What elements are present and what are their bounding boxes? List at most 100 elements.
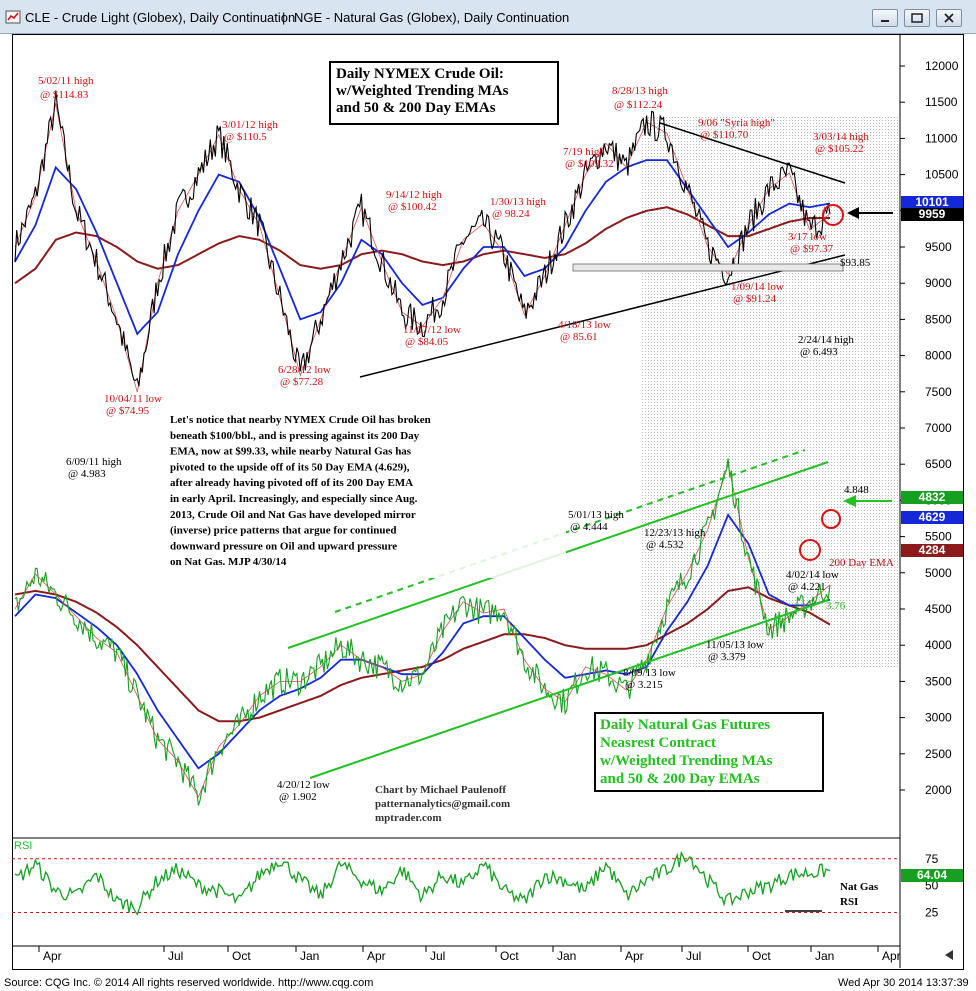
natgas-lower-channel — [309, 599, 829, 779]
crude-annotation-value: @ $105.22 — [815, 143, 864, 155]
y-tick-label: 8500 — [925, 312, 952, 326]
maximize-icon — [911, 13, 923, 23]
last-price-tag-label: 10101 — [915, 195, 949, 209]
natgas-annotation-value: @ 4.221 — [788, 581, 826, 593]
last-price-tag-label: 4629 — [919, 510, 946, 524]
y-tick-label: 11500 — [925, 95, 958, 109]
natgas-annotation-value: @ 3.215 — [625, 679, 663, 691]
commentary-line: downward pressure on Oil and upward pres… — [170, 540, 397, 552]
x-tick-label: Jul — [686, 949, 701, 963]
crude-annotation-value: @ $112.24 — [614, 99, 663, 111]
crude-title-box — [329, 61, 559, 125]
commentary-background — [168, 410, 566, 578]
crude-price-line — [14, 90, 831, 387]
crude-title-line: Daily NYMEX Crude Oil: — [336, 66, 504, 82]
crude-resistance-trendline — [659, 122, 846, 184]
natgas-annotation-value: @ 3.379 — [708, 651, 746, 663]
chart-frame — [12, 34, 964, 970]
x-tick-label: Apr — [367, 949, 386, 963]
rsi-y-tick-label: 25 — [925, 906, 939, 920]
timestamp-text: Wed Apr 30 2014 13:37:39 — [838, 977, 969, 989]
x-tick-label: Jul — [430, 949, 445, 963]
commentary-line: 2013, Crude Oil and Nat Gas have develop… — [170, 509, 416, 521]
close-button[interactable] — [936, 9, 962, 27]
y-tick-label: 12000 — [925, 59, 959, 73]
crude-annotation-label: 4/18/13 low — [558, 319, 611, 331]
crude-annotation-label: 10/04/11 low — [104, 393, 162, 405]
last-price-tag — [901, 511, 963, 524]
crude-annotation-value: @ $100.42 — [388, 201, 437, 213]
crude-annotation-value: @ $110.70 — [700, 129, 749, 141]
natgas-dashed-channel — [334, 449, 806, 613]
window-title-crude: CLE - Crude Light (Globex), Daily Contin… — [25, 10, 296, 25]
x-tick-label: Apr — [882, 949, 901, 963]
crude-annotation-value: @ $74.95 — [106, 405, 150, 417]
x-tick-label: Apr — [625, 949, 644, 963]
natgas-annotation-label: 6/09/11 high — [66, 456, 122, 468]
crude-annotation-value: @ $110.5 — [224, 131, 267, 143]
y-tick-label: 3500 — [925, 674, 952, 688]
last-price-tag-label: 9959 — [919, 207, 946, 221]
crude-annotation-value: @ $91.24 — [733, 293, 777, 305]
natgas-price-line — [14, 458, 831, 806]
natgas-annotation-value: @ 4.532 — [646, 539, 684, 551]
natgas-annotation-value: @ 1.902 — [279, 791, 317, 803]
window-title-natgas: NGE - Natural Gas (Globex), Daily Contin… — [294, 10, 570, 25]
close-icon — [944, 13, 954, 23]
credit-line: mptrader.com — [375, 812, 442, 824]
last-price-tag — [901, 544, 963, 557]
last-price-tag — [901, 196, 963, 209]
credit-line: Chart by Michael Paulenoff — [375, 784, 506, 796]
rsi-title: RSI — [14, 840, 32, 852]
crude-annotation-value: @ 98.24 — [492, 208, 530, 220]
x-tick-label: Jan — [815, 949, 834, 963]
minimize-button[interactable] — [872, 9, 898, 27]
rsi-side-label: RSI — [840, 896, 858, 908]
maximize-button[interactable] — [904, 9, 930, 27]
crude-annotation-label: 9/14/12 high — [386, 189, 442, 201]
crude-annotation-label: 1/09/14 low — [731, 281, 784, 293]
window-title-separator: | — [282, 10, 286, 25]
y-tick-label: 4000 — [925, 638, 952, 652]
natgas-annotation-label: 12/23/13 high — [644, 527, 706, 539]
rsi-side-label: Nat Gas — [840, 881, 879, 893]
y-tick-label: 2000 — [925, 783, 952, 797]
y-tick-label: 7500 — [925, 385, 952, 399]
crude-annotation-label: 7/19 high — [563, 146, 605, 158]
commentary-line: Let's notice that nearby NYMEX Crude Oil… — [170, 414, 431, 426]
natgas-annotation-label: 5/01/13 high — [568, 509, 624, 521]
crude-annotation-label: 1/30/13 high — [490, 196, 546, 208]
natgas-highlight-circle-upper — [821, 509, 841, 529]
y-tick-label: 3000 — [925, 711, 952, 725]
commentary-line: pivoted to the upside off of its 50 Day … — [170, 461, 410, 473]
rsi-y-tick-label: 50 — [925, 879, 939, 893]
crude-annotation-value: @ $114.83 — [40, 89, 89, 101]
y-tick-label: 4500 — [925, 602, 952, 616]
commentary-line: beneath $100/bbl., and is pressing again… — [170, 430, 420, 442]
y-tick-label: 9500 — [925, 240, 952, 254]
natgas-annotation-label: 2/24/14 high — [798, 334, 854, 346]
credit-line: patternanalytics@gmail.com — [375, 798, 510, 810]
natgas-title-box — [594, 712, 824, 792]
natgas-ema200-label: 200 Day EMA — [829, 557, 894, 569]
y-tick-label: 5000 — [925, 566, 952, 580]
rsi-line — [14, 850, 831, 916]
scroll-left-icon — [945, 950, 953, 960]
crude-annotation-value: @ $77.28 — [280, 376, 324, 388]
natgas-annotation-value: @ 6.493 — [800, 346, 838, 358]
x-tick-label: Oct — [232, 949, 251, 963]
x-tick-label: Apr — [43, 949, 62, 963]
natgas-highlight-circle-lower — [799, 539, 821, 561]
y-tick-label: 10500 — [925, 168, 959, 182]
rsi-value-tag — [901, 869, 963, 882]
x-tick-label: Jul — [168, 949, 183, 963]
cqg-app-icon — [5, 10, 21, 24]
y-tick-label: 9000 — [925, 276, 952, 290]
rsi-value-label: 64.04 — [917, 868, 947, 882]
x-tick-label: Jan — [557, 949, 576, 963]
crude-title-line: and 50 & 200 Day EMAs — [336, 100, 496, 116]
crude-arrow-head — [847, 207, 859, 219]
last-price-tag-label: 4284 — [919, 543, 946, 557]
natgas-title-line: w/Weighted Trending MAs — [600, 753, 773, 769]
